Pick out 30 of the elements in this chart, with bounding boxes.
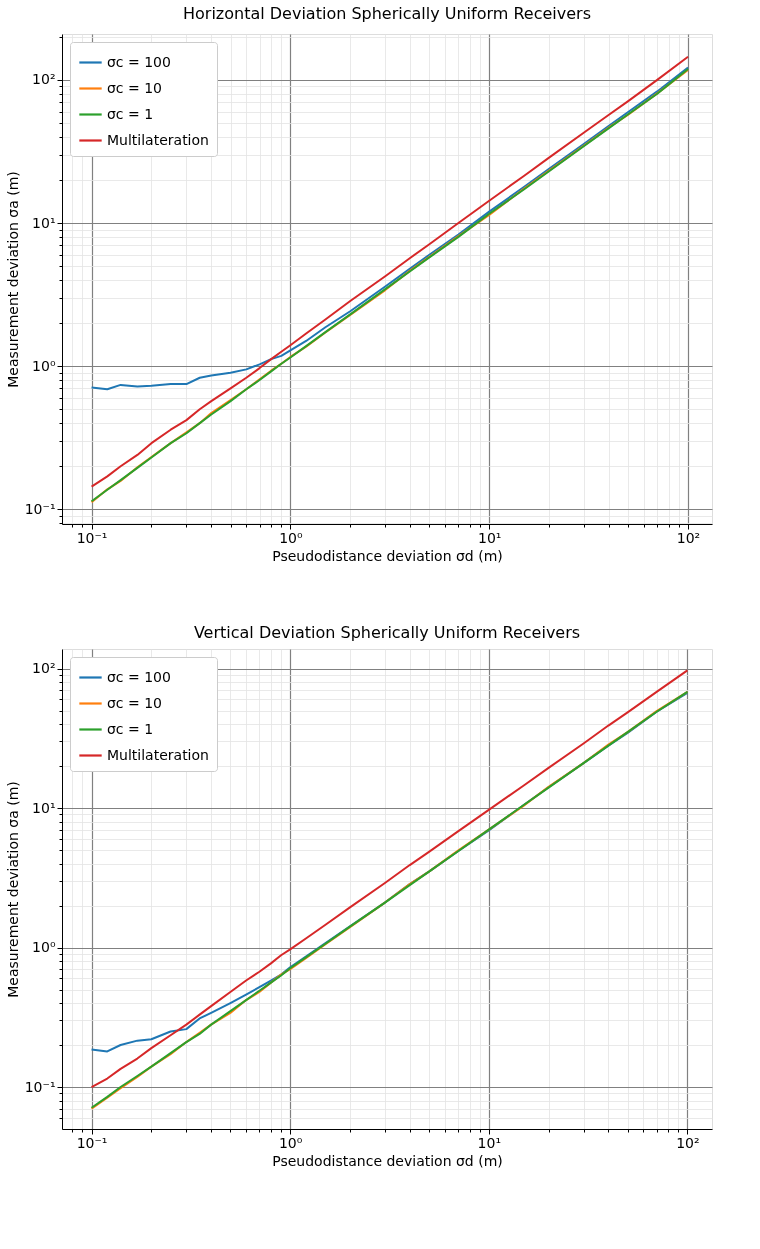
x-tick-label: 10¹ bbox=[477, 1134, 501, 1151]
legend-label: σc = 10 bbox=[107, 79, 163, 96]
x-tick-label: 10⁰ bbox=[278, 1134, 303, 1151]
y-tick-label: 10⁻¹ bbox=[24, 1078, 56, 1095]
y-tick-label: 10⁰ bbox=[32, 357, 56, 374]
chart-title: Vertical Deviation Spherically Uniform Receivers bbox=[193, 623, 581, 642]
x-tick-label: 10² bbox=[676, 529, 701, 546]
y-tick-label: 10⁰ bbox=[32, 939, 56, 956]
x-tick-label: 10⁰ bbox=[279, 529, 303, 546]
y-tick-label: 10¹ bbox=[32, 799, 56, 816]
x-tick-label: 10² bbox=[676, 1134, 700, 1151]
y-axis-title: Measurement deviation σa (m) bbox=[4, 171, 21, 388]
y-tick-label: 10² bbox=[32, 660, 56, 677]
legend-label: σc = 10 bbox=[107, 694, 163, 711]
x-tick-label: 10⁻¹ bbox=[76, 1134, 108, 1151]
y-tick-label: 10² bbox=[32, 71, 56, 88]
legend-label: σc = 100 bbox=[107, 668, 171, 685]
chart-title: Horizontal Deviation Spherically Uniform Receivers bbox=[182, 3, 592, 23]
y-axis-title: Measurement deviation σa (m) bbox=[4, 781, 21, 998]
y-tick-label: 10¹ bbox=[32, 214, 56, 231]
x-tick-label: 10⁻¹ bbox=[76, 529, 108, 546]
x-axis-title: Pseudodistance deviation σd (m) bbox=[272, 1152, 503, 1169]
legend-label: σc = 100 bbox=[107, 53, 171, 70]
legend-label: Multilateration bbox=[107, 131, 209, 148]
legend-label: Multilateration bbox=[107, 746, 209, 763]
x-tick-label: 10¹ bbox=[477, 529, 502, 546]
legend-label: σc = 1 bbox=[107, 105, 154, 122]
y-tick-label: 10⁻¹ bbox=[24, 500, 56, 517]
legend-label: σc = 1 bbox=[107, 720, 154, 737]
x-axis-title: Pseudodistance deviation σd (m) bbox=[272, 547, 503, 564]
